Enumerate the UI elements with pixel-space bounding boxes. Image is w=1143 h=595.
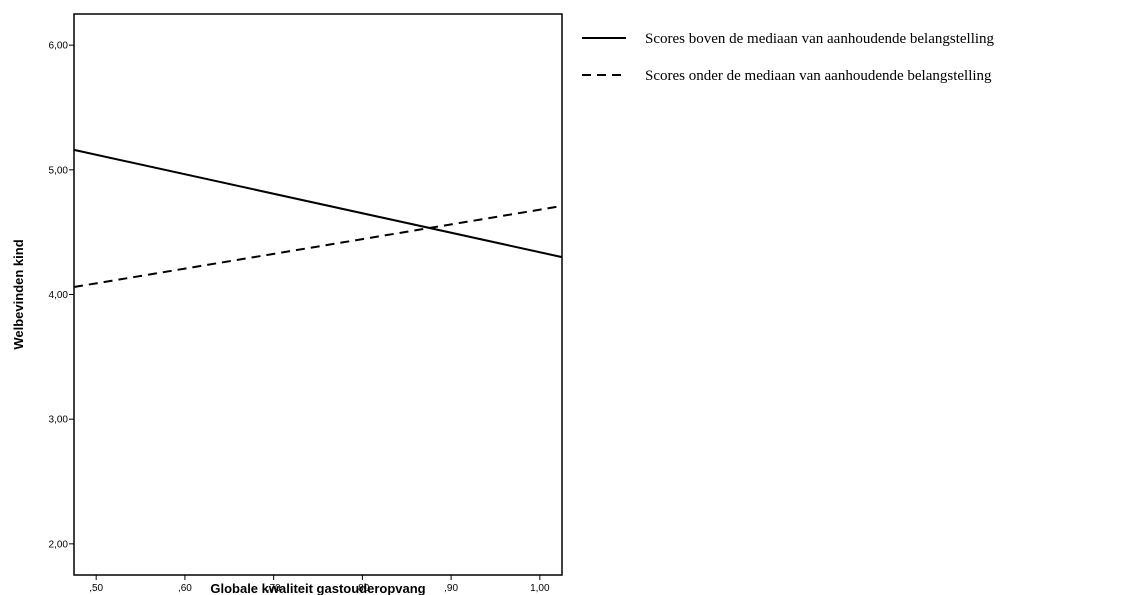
y-tick-label: 6,00 bbox=[49, 41, 69, 52]
y-tick-label: 2,00 bbox=[49, 539, 69, 550]
legend-label: Scores onder de mediaan van aanhoudende … bbox=[645, 68, 992, 84]
x-tick-label: ,60 bbox=[178, 583, 192, 594]
y-axis-title: Welbevinden kind bbox=[11, 239, 26, 349]
x-tick-label: 1,00 bbox=[530, 583, 550, 594]
x-axis: ,50 ,60 ,70 ,80 ,90 1,00 bbox=[89, 575, 550, 594]
x-tick-label: ,70 bbox=[267, 583, 281, 594]
legend-label: Scores boven de mediaan van aanhoudende … bbox=[645, 31, 995, 47]
x-tick-label: ,80 bbox=[355, 583, 369, 594]
y-tick-label: 5,00 bbox=[49, 165, 69, 176]
y-tick-label: 4,00 bbox=[49, 290, 69, 301]
series-line-above-median bbox=[73, 148, 563, 259]
plot-frame bbox=[73, 13, 563, 576]
x-axis-title: Globale kwaliteit gastouderopvang bbox=[210, 581, 425, 595]
plot-area bbox=[73, 13, 563, 576]
series-line-below-median bbox=[73, 205, 563, 289]
series-lines bbox=[73, 148, 563, 289]
y-tick-label: 3,00 bbox=[49, 415, 69, 426]
legend: Scores boven de mediaan van aanhoudende … bbox=[582, 31, 995, 84]
y-axis: 2,00 3,00 4,00 5,00 6,00 bbox=[49, 41, 74, 550]
x-tick-label: ,90 bbox=[444, 583, 458, 594]
x-tick-label: ,50 bbox=[89, 583, 103, 594]
